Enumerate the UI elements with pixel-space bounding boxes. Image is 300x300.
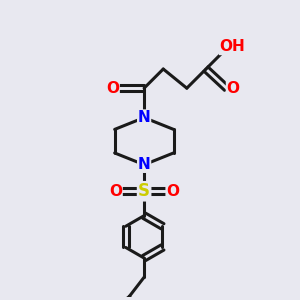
Text: S: S [138, 182, 150, 200]
Text: OH: OH [220, 39, 245, 54]
Text: N: N [138, 157, 151, 172]
Text: O: O [226, 81, 239, 96]
Text: O: O [166, 184, 179, 199]
Text: O: O [106, 81, 119, 96]
Text: N: N [138, 110, 151, 125]
Text: O: O [109, 184, 122, 199]
